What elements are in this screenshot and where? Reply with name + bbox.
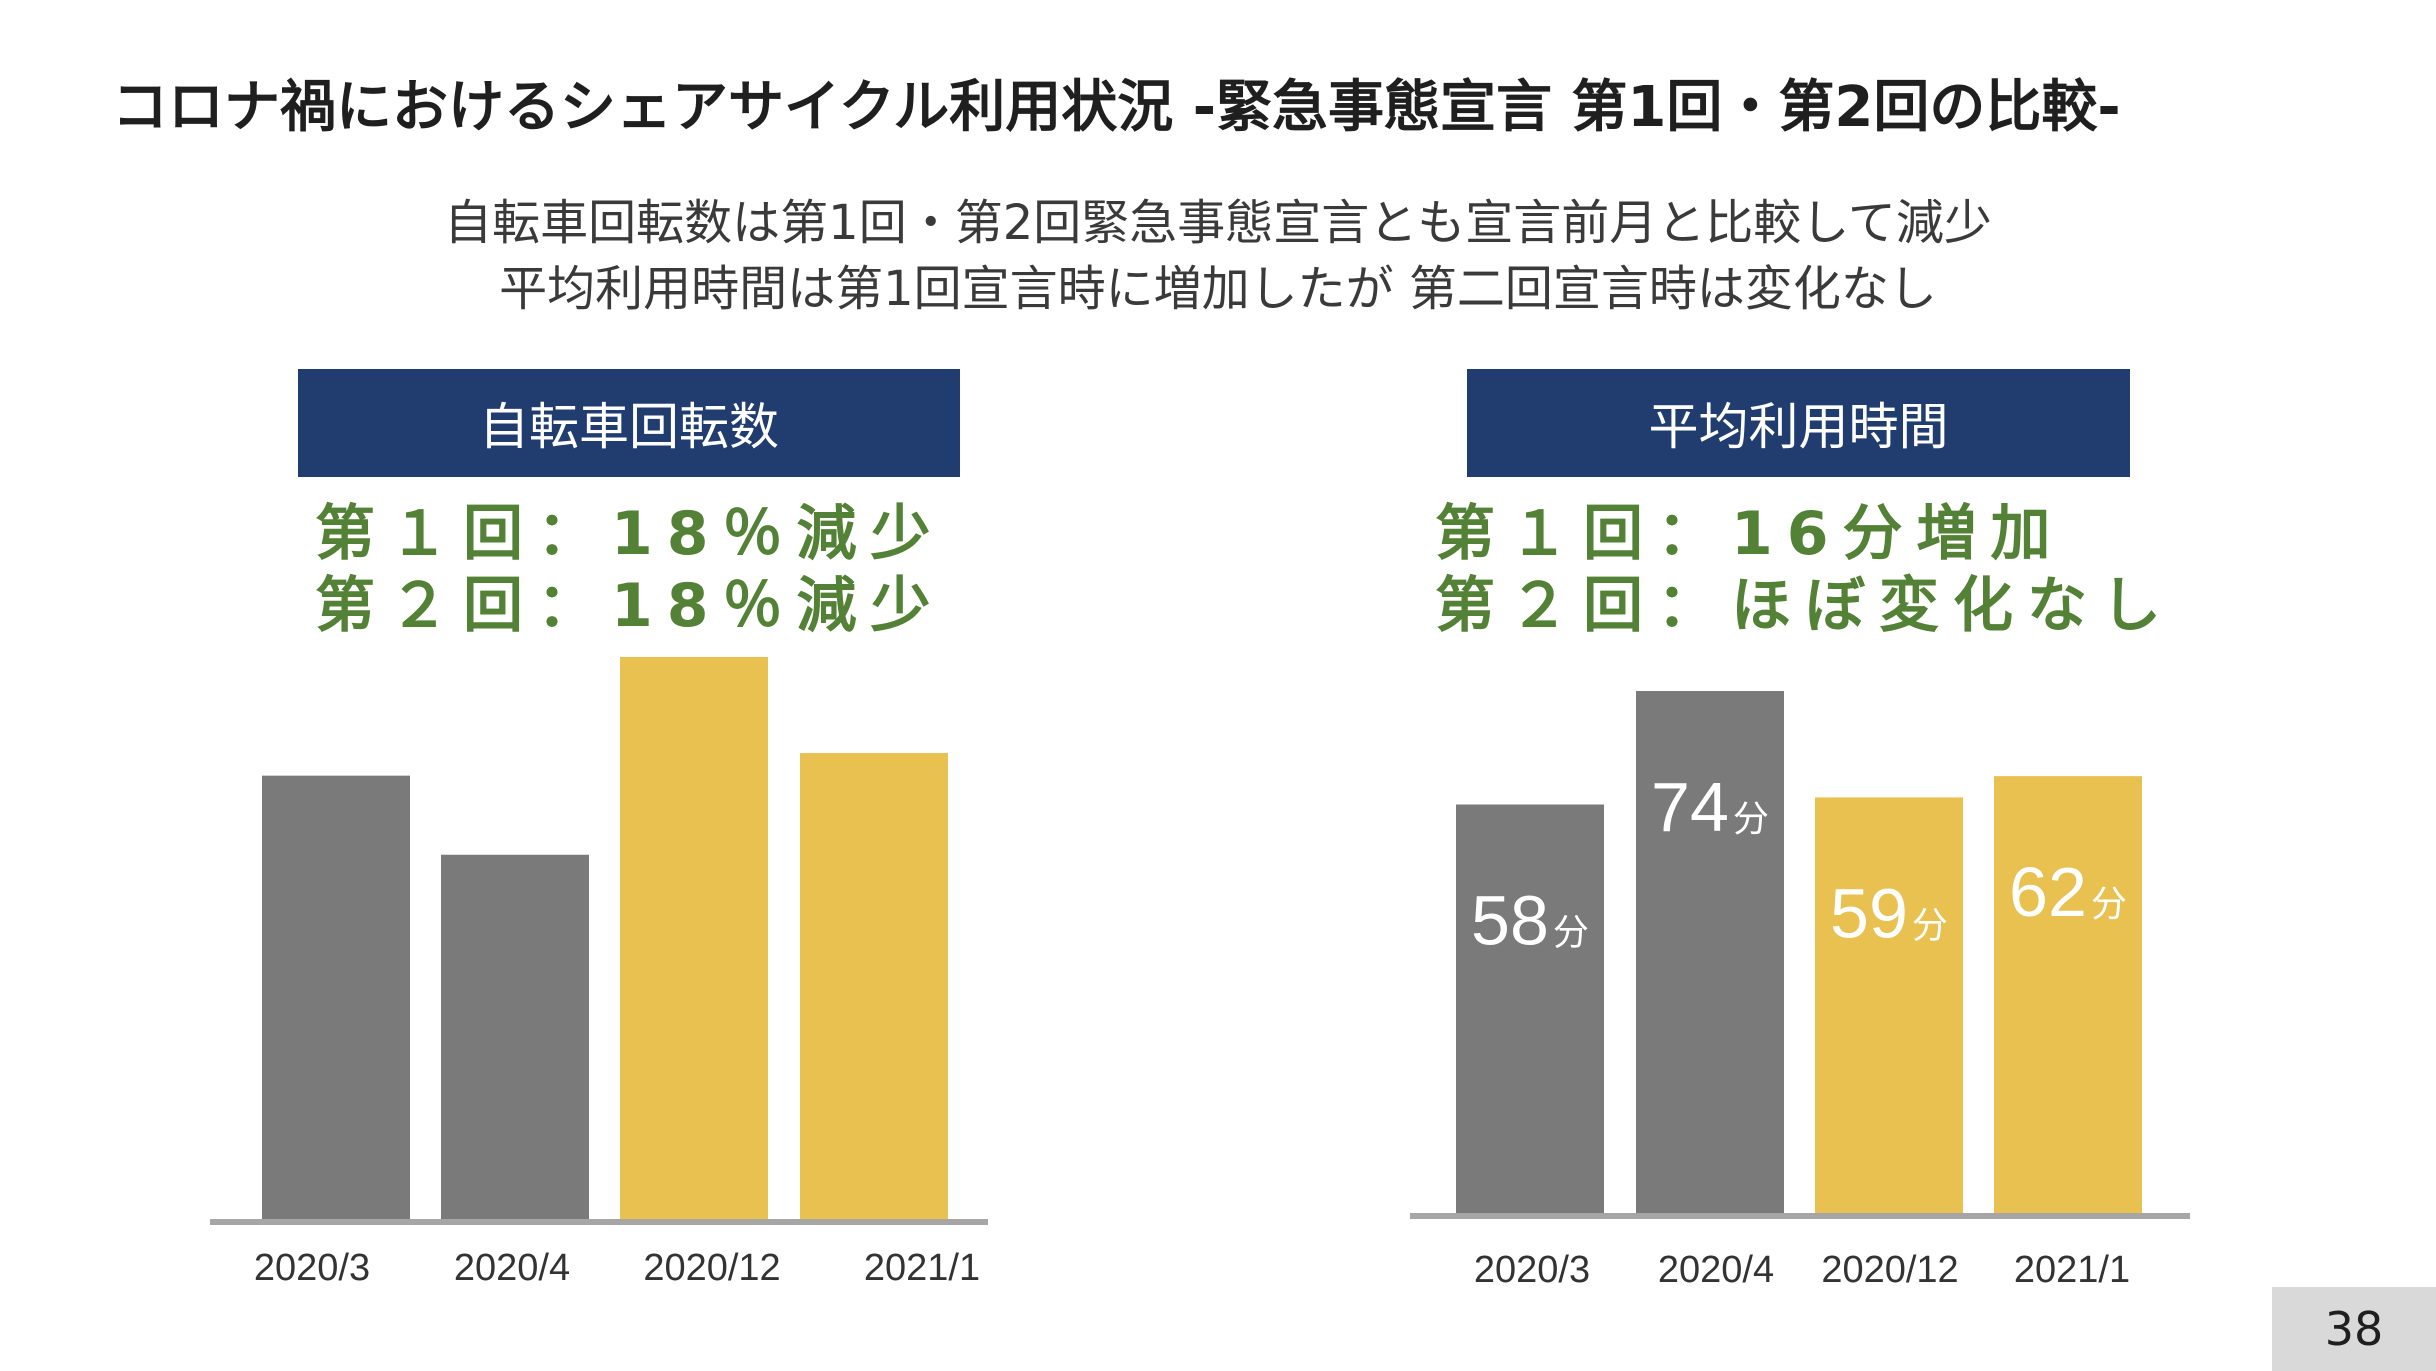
duration-chart-value-label-2: 74 分 bbox=[1651, 768, 1769, 846]
duration-chart-category-label-2: 2020/4 bbox=[1658, 1249, 1774, 1291]
duration-chart-value-label-1: 58 分 bbox=[1471, 882, 1589, 960]
duration-chart-category-label-3: 2020/12 bbox=[1821, 1249, 1958, 1291]
right-summary: 第１回：16分増加 第２回：ほぼ変化なし bbox=[1435, 498, 2175, 642]
duration-chart-bar-2 bbox=[1636, 691, 1784, 1216]
duration-chart-category-label-4: 2021/1 bbox=[2014, 1249, 2130, 1291]
duration-chart-value-unit-2: 分 bbox=[1733, 798, 1769, 839]
subtitle-line-1: 自転車回転数は第1回・第2回緊急事態宣言とも宣言前月と比較して減少 bbox=[444, 195, 1992, 251]
duration-chart-bar-1 bbox=[1456, 804, 1604, 1216]
duration-chart-value-label-3: 59 分 bbox=[1830, 874, 1948, 952]
duration-chart-category-label-1: 2020/3 bbox=[1474, 1249, 1590, 1291]
duration-chart-value-number-3: 59 bbox=[1830, 874, 1908, 952]
subtitle-line-2: 平均利用時間は第1回宣言時に増加したが 第二回宣言時は変化なし bbox=[499, 261, 1937, 317]
rotation-chart-category-label-4: 2021/1 bbox=[864, 1247, 980, 1289]
rotation-chart-category-label-1: 2020/3 bbox=[254, 1247, 370, 1289]
left-panel-header: 自転車回転数 bbox=[298, 369, 960, 477]
page-number: 38 bbox=[2272, 1287, 2436, 1371]
rotation-chart-bar-1 bbox=[262, 775, 410, 1222]
duration-chart-value-unit-1: 分 bbox=[1553, 912, 1589, 953]
duration-chart-value-unit-4: 分 bbox=[2091, 883, 2127, 924]
left-summary: 第１回：18％減少 第２回：18％減少 bbox=[315, 498, 945, 642]
duration-chart-value-number-1: 58 bbox=[1471, 882, 1549, 960]
duration-chart-bar-4 bbox=[1994, 776, 2142, 1216]
slide-title: コロナ禍におけるシェアサイクル利用状況 -緊急事態宣言 第1回・第2回の比較- bbox=[112, 75, 2121, 140]
duration-chart-value-label-4: 62 分 bbox=[2009, 853, 2127, 931]
rotation-chart-bar-4 bbox=[800, 753, 948, 1222]
rotation-chart-bar-2 bbox=[441, 854, 589, 1222]
rotation-chart-category-label-2: 2020/4 bbox=[454, 1247, 570, 1289]
right-panel-header: 平均利用時間 bbox=[1467, 369, 2130, 477]
right-summary-line-1: 第１回：16分増加 bbox=[1435, 499, 2065, 569]
left-summary-line-1: 第１回：18％減少 bbox=[315, 499, 945, 569]
duration-chart-value-number-4: 62 bbox=[2009, 853, 2087, 931]
slide-subtitle: 自転車回転数は第1回・第2回緊急事態宣言とも宣言前月と比較して減少 平均利用時間… bbox=[0, 190, 2436, 322]
left-summary-line-2: 第２回：18％減少 bbox=[315, 571, 945, 641]
rotation-chart-bar-3 bbox=[620, 657, 768, 1222]
duration-chart-value-number-2: 74 bbox=[1651, 768, 1729, 846]
duration-chart-bar-3 bbox=[1815, 797, 1963, 1216]
right-summary-line-2: 第２回：ほぼ変化なし bbox=[1435, 571, 2175, 641]
rotation-chart-category-label-3: 2020/12 bbox=[643, 1247, 780, 1289]
duration-chart-value-unit-3: 分 bbox=[1912, 904, 1948, 945]
